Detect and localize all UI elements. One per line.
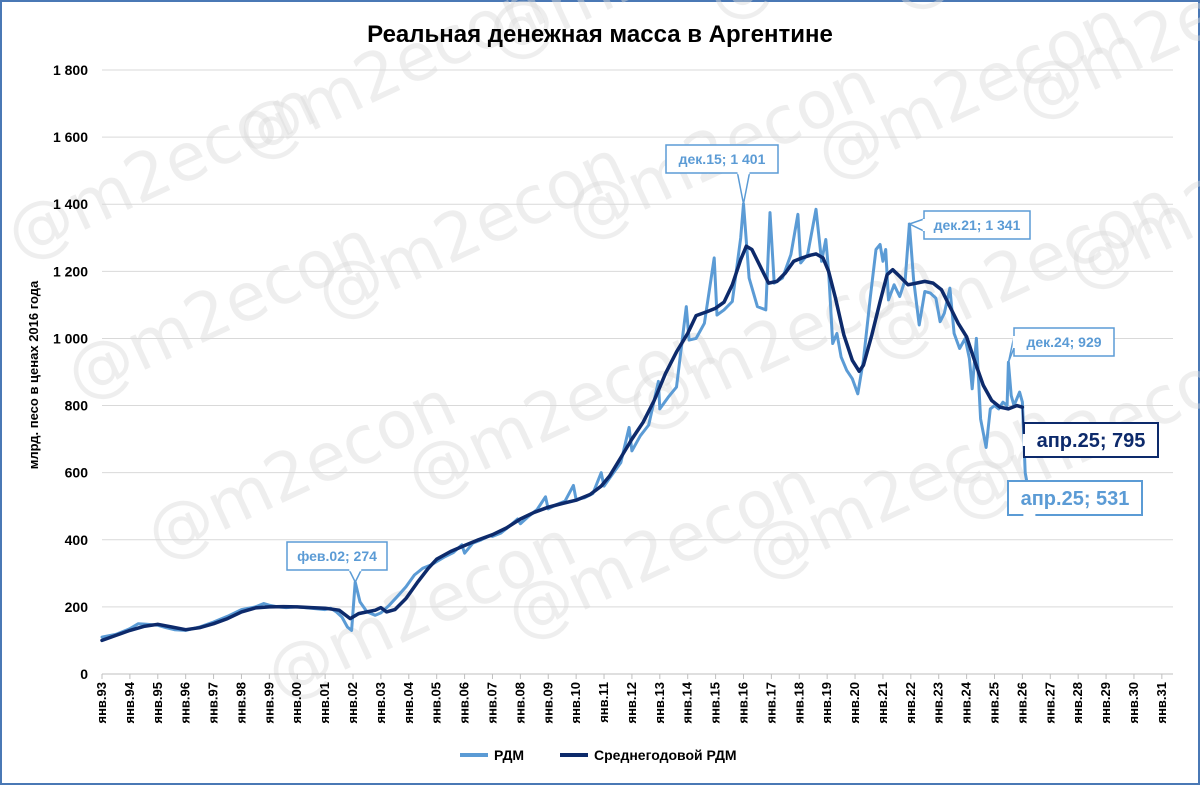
x-tick-label: янв.12 [624,682,639,724]
y-tick-label: 1 200 [53,263,88,279]
x-tick-label: янв.11 [596,682,611,723]
x-tick-label: янв.97 [206,682,221,724]
series-line-rdm [100,202,1031,639]
y-tick-label: 1 400 [53,196,88,212]
data-label-text: апр.25; 795 [1037,430,1146,452]
callout-pointer [736,172,751,205]
data-labels: фев.02; 274 дек.15; 1 401 дек.21; 1 341 дек… [286,144,1159,584]
x-tick-label: янв.22 [903,682,918,724]
x-tick-label: янв.16 [735,682,750,724]
x-tick-label: янв.25 [987,682,1002,724]
x-tick-label: янв.18 [791,682,806,724]
x-tick-label: янв.24 [959,681,974,723]
data-label-text: дек.15; 1 401 [679,151,766,167]
data-label: дек.21; 1 341 [907,210,1031,240]
x-tick-label: янв.93 [94,682,109,724]
callout-box [923,210,1031,240]
callout-box [1013,327,1115,357]
y-axis-ticks: 0 200 400 600 800 1 000 1 200 1 400 1 600 1 800 [53,62,88,682]
data-label: апр.25; 795 [1021,407,1159,458]
x-tick-label: янв.14 [680,681,695,723]
x-tick-label: янв.94 [122,681,137,723]
y-tick-label: 1 600 [53,129,88,145]
callout-box [665,144,779,174]
callout-box [1023,422,1159,458]
x-tick-label: янв.01 [317,682,332,724]
x-tick-label: янв.17 [763,682,778,724]
x-tick-label: янв.05 [429,682,444,724]
x-tick-label: янв.20 [847,682,862,724]
data-label-text: апр.25; 531 [1021,488,1130,510]
x-axis-ticks: янв.93 янв.94 янв.95 янв.96 янв.97 янв.98 янв.… [94,674,1169,724]
data-label: дек.24; 929 [1007,327,1115,363]
callout-box [286,541,388,571]
x-tick-label: янв.06 [457,682,472,724]
y-tick-label: 400 [65,532,89,548]
data-label: фев.02; 274 [286,541,388,584]
x-tick-label: янв.98 [233,682,248,724]
chart-title: Реальная денежная масса в Аргентине [367,21,833,48]
callout-box [1007,480,1143,516]
x-tick-label: янв.96 [178,682,193,724]
x-tick-label: янв.03 [373,682,388,724]
series-line-avg-rdm [100,244,1025,643]
x-tick-label: янв.07 [484,682,499,724]
x-tick-label: янв.10 [568,682,583,724]
y-tick-label: 600 [65,465,89,481]
y-axis-label: млрд. песо в ценах 2016 года [26,280,41,469]
x-tick-label: янв.13 [652,682,667,724]
data-label-text: дек.21; 1 341 [934,217,1021,233]
x-tick-label: янв.31 [1154,682,1169,724]
x-tick-label: янв.00 [289,682,304,724]
x-tick-label: янв.02 [345,682,360,724]
legend-label: Среднегодовой РДМ [594,747,737,763]
grid-lines [102,69,1173,608]
data-label: апр.25; 531 [1007,480,1143,517]
data-label-text: фев.02; 274 [297,548,377,564]
x-tick-label: янв.15 [708,682,723,724]
x-tick-label: янв.21 [875,682,890,724]
x-tick-label: янв.08 [512,682,527,724]
data-label: дек.15; 1 401 [665,144,779,205]
x-tick-label: янв.27 [1042,682,1057,724]
x-tick-label: янв.99 [261,682,276,724]
y-tick-label: 0 [80,666,88,682]
x-tick-label: янв.28 [1070,682,1085,724]
x-tick-label: янв.95 [150,682,165,724]
x-tick-label: янв.30 [1126,682,1141,724]
x-tick-label: янв.19 [819,682,834,724]
series-layer [100,202,1031,643]
x-tick-label: янв.04 [401,681,416,723]
y-tick-label: 800 [65,398,89,414]
callout-pointer [907,217,925,233]
callout-pointer [348,569,363,584]
x-tick-label: янв.26 [1014,682,1029,724]
x-tick-label: янв.09 [540,682,555,724]
y-tick-label: 1 800 [53,62,88,78]
legend-label: РДМ [494,747,524,763]
legend: РДМ Среднегодовой РДМ [460,747,737,763]
data-label-text: дек.24; 929 [1026,334,1101,350]
y-tick-label: 200 [65,599,89,615]
y-tick-label: 1 000 [53,330,88,346]
x-tick-label: янв.23 [931,682,946,724]
x-tick-label: янв.29 [1098,682,1113,724]
